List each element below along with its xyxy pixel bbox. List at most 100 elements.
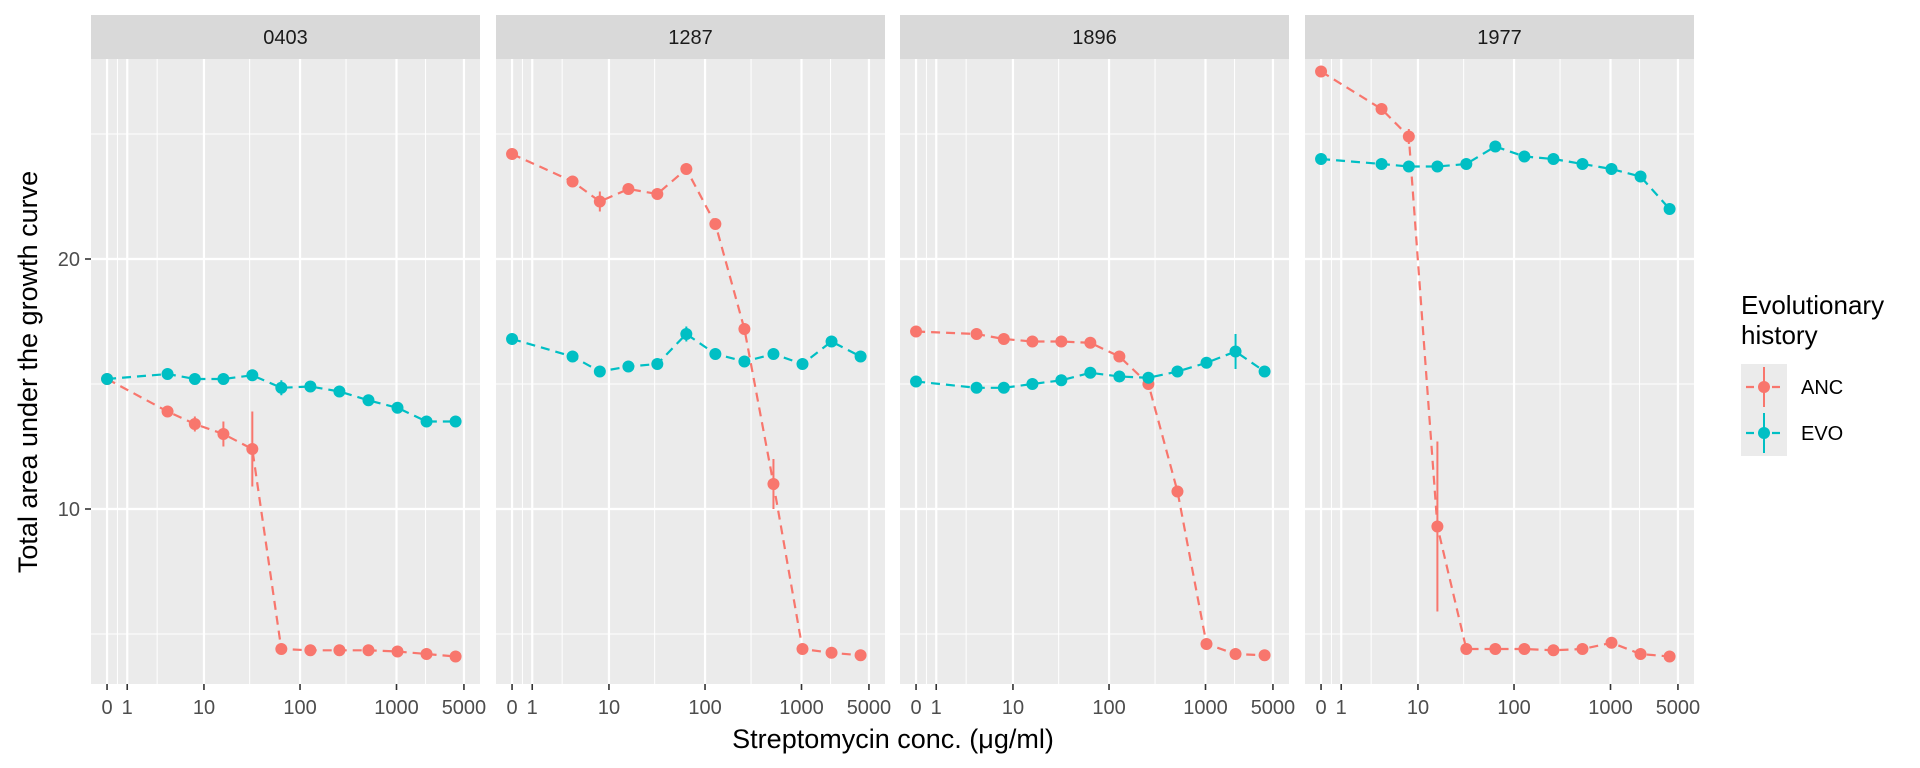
data-point bbox=[910, 325, 923, 338]
x-tick-label: 1 bbox=[1336, 697, 1347, 719]
data-point bbox=[304, 644, 317, 657]
facet-panel-1977: 1977 0 1 10 100 1000 5000 bbox=[1305, 15, 1700, 719]
series-evo-0403 bbox=[101, 368, 462, 428]
data-point bbox=[767, 478, 780, 490]
data-point bbox=[1171, 485, 1184, 498]
x-tick-label: 1 bbox=[931, 697, 942, 719]
data-point bbox=[246, 443, 259, 455]
data-point bbox=[709, 348, 722, 360]
series-anc-1287 bbox=[506, 148, 867, 662]
data-point bbox=[188, 418, 201, 430]
data-point bbox=[246, 369, 259, 382]
y-tick-label: 20 bbox=[58, 249, 80, 271]
data-point bbox=[651, 358, 664, 370]
data-point bbox=[796, 358, 809, 370]
x-tick-label: 0 bbox=[101, 697, 112, 719]
data-point bbox=[680, 328, 693, 340]
data-point bbox=[188, 373, 201, 385]
data-point bbox=[1605, 636, 1618, 649]
x-tick-label: 5000 bbox=[442, 697, 487, 719]
data-point bbox=[767, 348, 780, 360]
data-point bbox=[1460, 158, 1473, 170]
data-point bbox=[1460, 643, 1473, 655]
data-point bbox=[217, 428, 230, 440]
data-point bbox=[1229, 345, 1242, 358]
x-tick-label: 10 bbox=[598, 697, 620, 719]
data-point bbox=[1518, 643, 1531, 655]
data-point bbox=[1518, 150, 1531, 163]
data-point bbox=[449, 415, 462, 428]
y-axis: 10 20 bbox=[58, 249, 91, 521]
data-point bbox=[1142, 371, 1155, 384]
data-point bbox=[1634, 648, 1647, 660]
data-point bbox=[391, 401, 404, 414]
facet-strip-label: 1896 bbox=[1072, 27, 1117, 49]
data-point bbox=[1431, 520, 1444, 533]
x-axis-title: Streptomycin conc. (μg/ml) bbox=[732, 724, 1054, 754]
data-point bbox=[506, 148, 519, 160]
x-tick-label: 10 bbox=[193, 697, 215, 719]
data-point bbox=[1431, 160, 1444, 173]
data-point bbox=[1084, 336, 1097, 349]
series-evo-1287 bbox=[506, 326, 867, 378]
data-point bbox=[161, 405, 174, 418]
data-point bbox=[1489, 643, 1502, 655]
x-tick-label: 0 bbox=[506, 697, 517, 719]
x-tick-label: 0 bbox=[1315, 697, 1326, 719]
series-evo-1896 bbox=[910, 334, 1271, 394]
series-anc-0403 bbox=[101, 373, 462, 663]
data-point bbox=[622, 183, 635, 195]
facet-strip bbox=[91, 15, 480, 59]
data-point bbox=[1229, 648, 1242, 660]
facet-strip bbox=[1305, 15, 1694, 59]
legend-label-evo: EVO bbox=[1801, 423, 1843, 445]
data-point bbox=[1200, 638, 1213, 650]
series-line bbox=[511, 332, 862, 373]
data-point bbox=[1402, 130, 1415, 143]
facet-panel-1896: 1896 0 1 10 100 1000 5000 bbox=[900, 15, 1295, 719]
data-point bbox=[738, 323, 751, 335]
panel-background bbox=[91, 59, 480, 684]
data-point bbox=[362, 394, 375, 407]
data-point bbox=[854, 350, 867, 363]
legend-label-anc: ANC bbox=[1801, 377, 1843, 399]
data-point bbox=[1026, 335, 1039, 348]
x-tick-label: 1 bbox=[527, 697, 538, 719]
legend-title-line-2: history bbox=[1741, 320, 1818, 350]
data-point bbox=[1663, 650, 1676, 663]
facet-strip bbox=[496, 15, 885, 59]
data-point bbox=[910, 375, 923, 388]
legend-key-evo bbox=[1746, 413, 1782, 453]
x-tick-label: 100 bbox=[688, 697, 721, 719]
series-anc-1896 bbox=[910, 325, 1271, 662]
data-point bbox=[1113, 370, 1126, 383]
data-point bbox=[738, 355, 751, 368]
legend-key-point bbox=[1758, 427, 1770, 439]
data-point bbox=[1315, 153, 1328, 165]
data-point bbox=[161, 368, 174, 380]
data-point bbox=[1055, 374, 1068, 387]
facet-strip-label: 0403 bbox=[263, 27, 308, 49]
data-point bbox=[275, 643, 288, 655]
data-point bbox=[622, 360, 635, 373]
data-point bbox=[997, 381, 1010, 394]
legend-title-line-1: Evolutionary bbox=[1741, 290, 1884, 320]
data-point bbox=[1547, 153, 1560, 165]
data-point bbox=[506, 333, 519, 345]
x-tick-label: 1000 bbox=[1183, 697, 1228, 719]
x-tick-label: 1000 bbox=[779, 697, 824, 719]
data-point bbox=[1375, 158, 1388, 170]
x-tick-label: 5000 bbox=[847, 697, 892, 719]
data-point bbox=[1258, 649, 1271, 662]
series-anc-1977 bbox=[1315, 65, 1676, 663]
data-point bbox=[420, 415, 433, 428]
data-point bbox=[1402, 160, 1415, 173]
x-tick-label: 1000 bbox=[1588, 697, 1633, 719]
data-point bbox=[970, 381, 983, 394]
x-tick-label: 100 bbox=[283, 697, 316, 719]
panel-background bbox=[496, 59, 885, 684]
data-point bbox=[970, 328, 983, 340]
data-point bbox=[420, 648, 433, 660]
data-point bbox=[593, 365, 606, 378]
